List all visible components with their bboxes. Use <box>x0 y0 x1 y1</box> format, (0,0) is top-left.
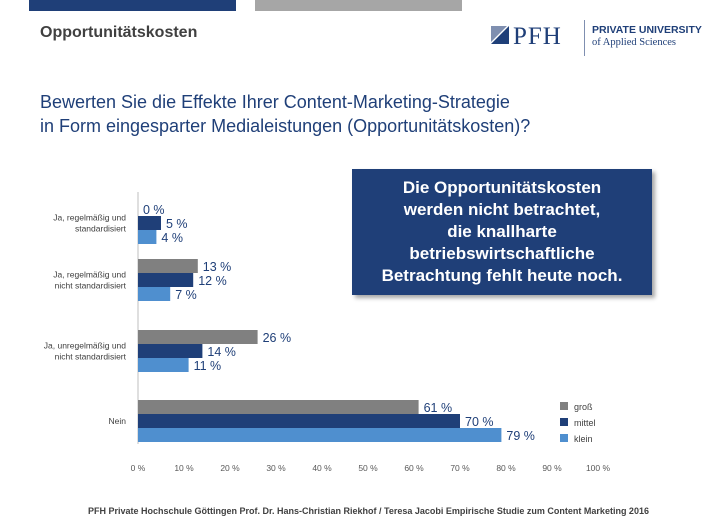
category-label: nicht standardisiert <box>55 352 127 362</box>
data-label: 4 % <box>161 231 183 245</box>
category-label: nicht standardisiert <box>55 281 127 291</box>
legend-label: groß <box>574 402 593 412</box>
callout-line: werden nicht betrachtet, <box>403 200 601 219</box>
callout-box: Die Opportunitätskosten werden nicht bet… <box>352 169 652 295</box>
logo-subtitle-line1: PRIVATE UNIVERSITY <box>592 24 702 36</box>
bar <box>138 400 419 414</box>
bar <box>138 216 161 230</box>
category-label: Ja, regelmäßig und <box>53 270 126 280</box>
survey-question-line2: in Form eingesparter Medialeistungen (Op… <box>40 116 531 136</box>
bar <box>138 344 203 358</box>
survey-question-line1: Bewerten Sie die Effekte Ihrer Content-M… <box>40 92 510 112</box>
bar <box>138 230 157 244</box>
x-tick-label: 90 % <box>542 463 562 473</box>
data-label: 13 % <box>203 260 232 274</box>
data-label: 0 % <box>143 203 165 217</box>
x-tick-label: 40 % <box>312 463 332 473</box>
bar <box>138 330 258 344</box>
header-accent-bar-blue <box>29 0 236 11</box>
x-tick-label: 10 % <box>174 463 194 473</box>
category-label: Nein <box>109 416 127 426</box>
logo-divider <box>584 20 585 56</box>
x-tick-label: 80 % <box>496 463 516 473</box>
data-label: 14 % <box>207 345 236 359</box>
pfh-logo-mark-icon <box>491 26 509 44</box>
x-tick-label: 0 % <box>131 463 146 473</box>
callout-line: Die Opportunitätskosten <box>402 178 602 197</box>
bar <box>138 414 460 428</box>
callout-line: Betrachtung fehlt heute noch. <box>381 266 623 285</box>
bar <box>138 259 198 273</box>
legend-label: klein <box>574 434 593 444</box>
logo-subtitle-line2: of Applied Sciences <box>592 37 676 48</box>
logo-name: PFH <box>513 23 562 50</box>
data-label: 61 % <box>424 401 453 415</box>
header-accent-bar-gray <box>255 0 462 11</box>
legend-swatch <box>560 434 568 442</box>
category-label: Ja, unregelmäßig und <box>44 341 126 351</box>
callout-line: die knallharte <box>447 222 557 241</box>
callout-line: betriebswirtschaftliche <box>409 244 595 263</box>
x-tick-label: 60 % <box>404 463 424 473</box>
data-label: 12 % <box>198 274 227 288</box>
page-title: Opportunitätskosten <box>40 24 198 41</box>
bar <box>138 428 502 442</box>
footer-source: PFH Private Hochschule Göttingen Prof. D… <box>88 506 649 516</box>
pfh-logo: PFH PRIVATE UNIVERSITY of Applied Scienc… <box>491 18 702 58</box>
data-label: 7 % <box>175 288 197 302</box>
data-label: 79 % <box>506 429 535 443</box>
data-label: 5 % <box>166 217 188 231</box>
x-tick-label: 70 % <box>450 463 470 473</box>
legend-label: mittel <box>574 418 596 428</box>
category-label: standardisiert <box>75 224 127 234</box>
x-tick-label: 100 % <box>586 463 611 473</box>
x-tick-label: 50 % <box>358 463 378 473</box>
data-label: 70 % <box>465 415 494 429</box>
data-label: 11 % <box>194 359 222 373</box>
x-tick-label: 20 % <box>220 463 240 473</box>
legend-swatch <box>560 402 568 410</box>
category-label: Ja, regelmäßig und <box>53 213 126 223</box>
data-label: 26 % <box>263 331 292 345</box>
legend-swatch <box>560 418 568 426</box>
bar <box>138 273 194 287</box>
bar <box>138 358 189 372</box>
bar <box>138 287 171 301</box>
x-tick-label: 30 % <box>266 463 286 473</box>
